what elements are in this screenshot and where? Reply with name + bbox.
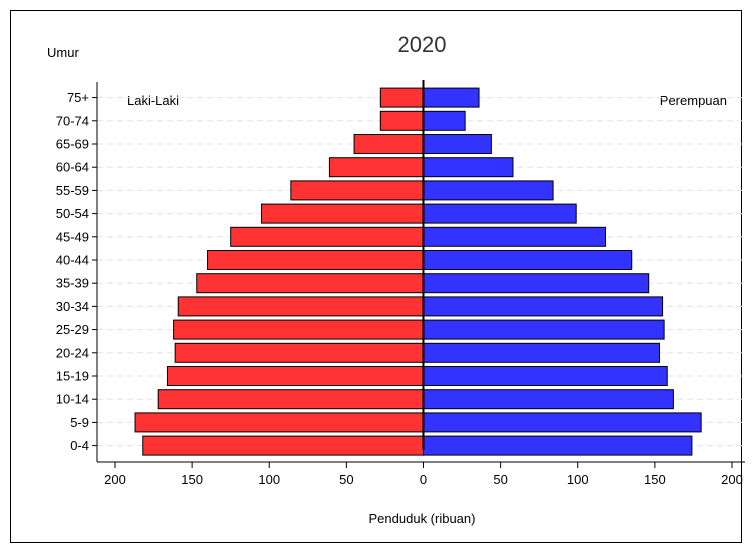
bar-perempuan-35-39	[423, 273, 650, 294]
y-axis-title: Umur	[47, 45, 79, 60]
y-tick-label: 65-69	[56, 137, 89, 152]
chart-title: 2020	[398, 32, 447, 57]
y-tick-label: 75+	[67, 90, 89, 105]
bar-perempuan-20-24	[423, 342, 661, 363]
x-tick-label: 100	[567, 472, 589, 487]
y-tick-label: 45-49	[56, 229, 89, 244]
x-tick-label: 200	[721, 472, 743, 487]
bar-perempuan-45-49	[423, 226, 607, 247]
y-tick-label: 10-14	[56, 392, 89, 407]
bar-laki-laki-75+	[379, 87, 424, 108]
bar-laki-laki-20-24	[174, 342, 424, 363]
bar-perempuan-40-44	[423, 250, 633, 270]
bar-laki-laki-65-69	[353, 134, 424, 154]
bar-perempuan-70-74	[423, 110, 466, 131]
bar-perempuan-75+	[423, 87, 480, 108]
bar-perempuan-25-29	[423, 319, 665, 340]
bar-laki-laki-40-44	[207, 250, 424, 270]
bar-laki-laki-45-49	[230, 226, 424, 247]
axes: 0-4 5-9 10-14 15-19 20-24 25-29 30-34 35-39 40-4…	[56, 80, 745, 487]
x-tick-label: 100	[258, 472, 280, 487]
bar-laki-laki-15-19	[166, 366, 424, 386]
bar-laki-laki-55-59	[290, 180, 424, 201]
x-axis-title: Penduduk (ribuan)	[369, 511, 476, 526]
bars	[134, 87, 702, 456]
bar-perempuan-10-14	[423, 389, 674, 410]
y-tick-label: 70-74	[56, 113, 89, 128]
bar-perempuan-5-9	[423, 412, 702, 433]
bar-perempuan-0-4	[423, 435, 693, 456]
bar-laki-laki-60-64	[328, 157, 424, 178]
bar-perempuan-15-19	[423, 366, 668, 386]
bar-perempuan-30-34	[423, 296, 664, 317]
y-tick-label: 15-19	[56, 369, 89, 384]
y-tick-label: 50-54	[56, 206, 89, 221]
bar-perempuan-55-59	[423, 180, 554, 201]
x-tick-label: 50	[493, 472, 507, 487]
y-tick-label: 60-64	[56, 160, 89, 175]
bar-laki-laki-25-29	[173, 319, 424, 340]
bar-perempuan-60-64	[423, 157, 514, 178]
y-tick-label: 55-59	[56, 183, 89, 198]
y-tick-label: 35-39	[56, 276, 89, 291]
bar-laki-laki-70-74	[379, 110, 424, 131]
bar-perempuan-50-54	[423, 203, 577, 224]
right-side-label: Perempuan	[660, 93, 727, 108]
bar-laki-laki-30-34	[177, 296, 424, 317]
bar-laki-laki-0-4	[142, 435, 424, 456]
left-side-label: Laki-Laki	[127, 93, 179, 108]
bar-laki-laki-5-9	[134, 412, 425, 433]
bar-laki-laki-50-54	[261, 203, 424, 224]
x-tick-label: 150	[644, 472, 666, 487]
y-tick-label: 0-4	[70, 438, 89, 453]
y-tick-label: 30-34	[56, 299, 89, 314]
y-tick-label: 40-44	[56, 253, 89, 268]
bar-laki-laki-35-39	[196, 273, 424, 294]
x-tick-label: 50	[339, 472, 353, 487]
bar-perempuan-65-69	[423, 134, 492, 154]
x-tick-label: 200	[104, 472, 126, 487]
y-tick-label: 20-24	[56, 345, 89, 360]
x-tick-label: 150	[181, 472, 203, 487]
x-tick-label: 0	[420, 472, 427, 487]
bar-laki-laki-10-14	[157, 389, 424, 410]
y-tick-label: 5-9	[70, 415, 89, 430]
y-tick-label: 25-29	[56, 322, 89, 337]
